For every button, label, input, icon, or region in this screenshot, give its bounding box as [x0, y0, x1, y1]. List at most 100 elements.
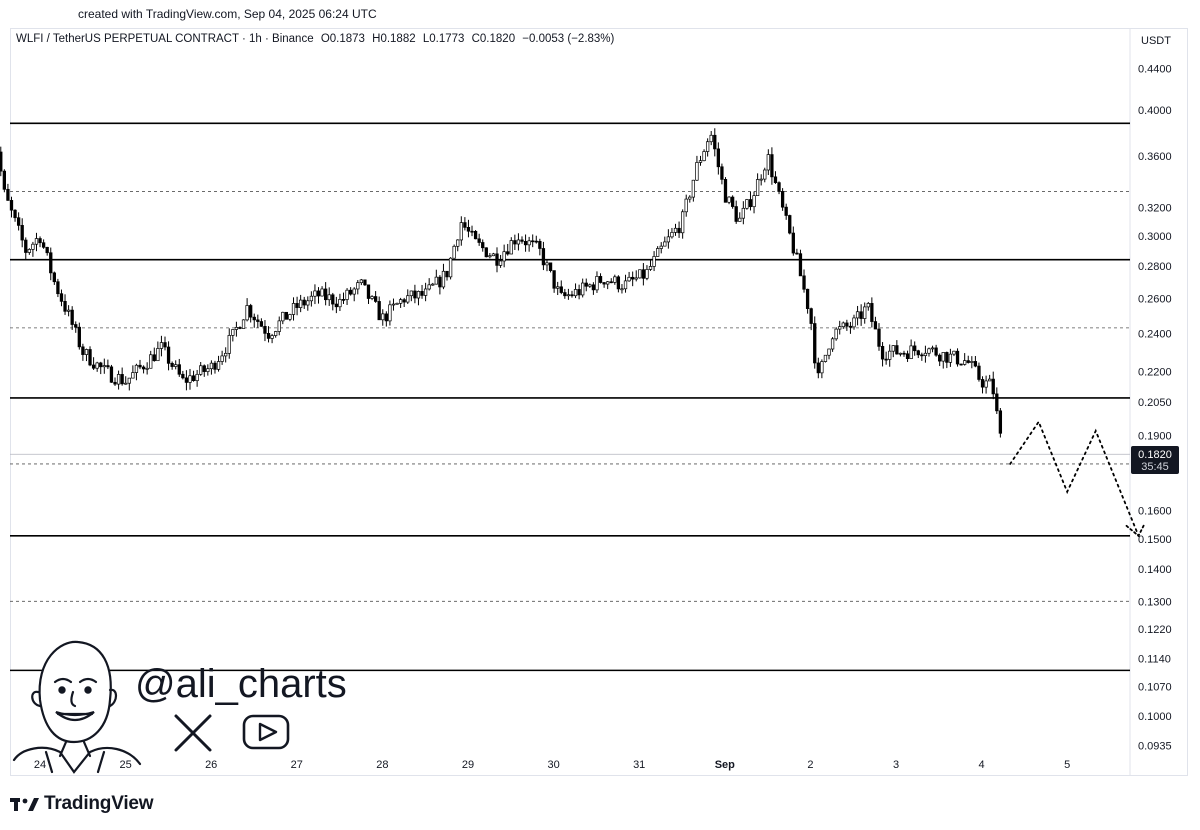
candle-up	[566, 294, 571, 297]
candle-up	[898, 352, 903, 355]
candle-down	[945, 352, 949, 363]
candle-down	[366, 284, 371, 299]
time-tick-label: Sep	[715, 759, 735, 771]
candle-up	[452, 245, 456, 259]
price-tick-label: 0.1070	[1138, 681, 1172, 693]
candle-up	[195, 373, 199, 382]
chart-panel	[10, 28, 1188, 776]
currency-label: USDT	[1141, 35, 1171, 47]
candle-down	[748, 199, 753, 208]
x-social-icon[interactable]	[174, 714, 212, 752]
candle-down	[870, 303, 874, 322]
candle-down	[795, 252, 799, 255]
candle-up	[245, 305, 249, 321]
candle-up	[299, 299, 303, 308]
candle-down	[734, 206, 738, 222]
avatar	[12, 640, 142, 774]
candle-up	[830, 338, 835, 350]
time-tick-label: 28	[376, 759, 388, 771]
time-tick-label: 24	[34, 759, 46, 771]
tradingview-logo[interactable]: TradingView	[10, 793, 154, 815]
candle-down	[373, 296, 378, 302]
candle-up	[727, 196, 731, 203]
ohlc-open: O0.1873	[320, 33, 365, 45]
candle-up	[702, 151, 706, 162]
candle-down	[41, 242, 46, 248]
candle-up	[705, 141, 710, 152]
candle-down	[438, 276, 442, 288]
candle-up	[659, 245, 663, 249]
time-tick-label: 2	[807, 759, 813, 771]
symbol-name[interactable]: WLFI / TetherUS PERPETUAL CONTRACT · 1h …	[16, 33, 314, 45]
candle-down	[473, 231, 478, 240]
candle-down	[56, 281, 60, 295]
candle-up	[281, 311, 285, 322]
price-tick-label: 0.1220	[1138, 624, 1172, 636]
ohlc-low: L0.1773	[422, 33, 465, 45]
candle-up	[556, 286, 560, 289]
time-tick-label: 25	[119, 759, 131, 771]
candle-up	[406, 295, 410, 303]
candle-down	[9, 200, 14, 211]
price-tick-label: 0.1140	[1138, 654, 1171, 666]
candle-up	[216, 361, 221, 370]
candle-up	[827, 348, 831, 356]
candle-down	[784, 206, 788, 216]
candle-down	[998, 410, 1003, 434]
candle-down	[413, 290, 417, 299]
candle-down	[88, 349, 92, 366]
candle-up	[84, 349, 89, 355]
candle-down	[916, 350, 920, 356]
candle-up	[498, 260, 503, 266]
candle-down	[902, 352, 906, 355]
youtube-icon[interactable]	[242, 714, 290, 750]
candle-up	[634, 277, 638, 280]
candle-down	[45, 246, 49, 254]
candle-up	[234, 327, 239, 330]
candle-up	[509, 240, 513, 255]
candle-up	[448, 257, 453, 278]
candle-up	[131, 372, 135, 379]
candle-down	[538, 240, 542, 249]
candle-up	[755, 179, 760, 196]
candle-up	[149, 354, 153, 369]
candle-up	[231, 329, 235, 336]
candle-down	[384, 313, 388, 322]
candle-up	[888, 350, 892, 360]
candle-down	[777, 182, 781, 192]
price-tick-label: 0.0935	[1138, 740, 1172, 752]
candle-down	[602, 282, 606, 285]
candle-up	[398, 299, 403, 304]
candle-down	[973, 361, 978, 367]
price-tick-label: 0.4400	[1138, 63, 1172, 75]
candle-up	[691, 179, 696, 198]
candle-up	[320, 288, 324, 297]
candle-down	[966, 360, 970, 363]
candle-down	[13, 209, 17, 219]
candle-down	[845, 322, 849, 327]
candle-down	[109, 366, 114, 383]
current-price-tag-value: 0.1820	[1138, 449, 1172, 461]
candle-down	[859, 311, 863, 319]
candle-down	[52, 272, 56, 283]
candle-down	[720, 166, 724, 180]
candle-up	[274, 331, 278, 336]
candle-down	[106, 365, 110, 368]
candle-down	[2, 170, 6, 190]
time-tick-label: 5	[1064, 759, 1070, 771]
level-lines	[10, 122, 1130, 672]
price-tick-label: 0.2800	[1138, 261, 1172, 273]
candle-down	[570, 294, 574, 297]
candle-down	[70, 309, 74, 325]
candle-up	[327, 294, 331, 301]
candle-up	[613, 276, 617, 283]
candle-up	[220, 355, 224, 362]
candle-down	[552, 270, 556, 289]
candle-down	[716, 148, 720, 168]
candle-down	[609, 281, 613, 284]
candle-down	[202, 365, 206, 372]
tradingview-logo-icon	[10, 798, 39, 811]
price-tick-label: 0.1500	[1138, 534, 1172, 546]
candle-down	[631, 276, 635, 280]
